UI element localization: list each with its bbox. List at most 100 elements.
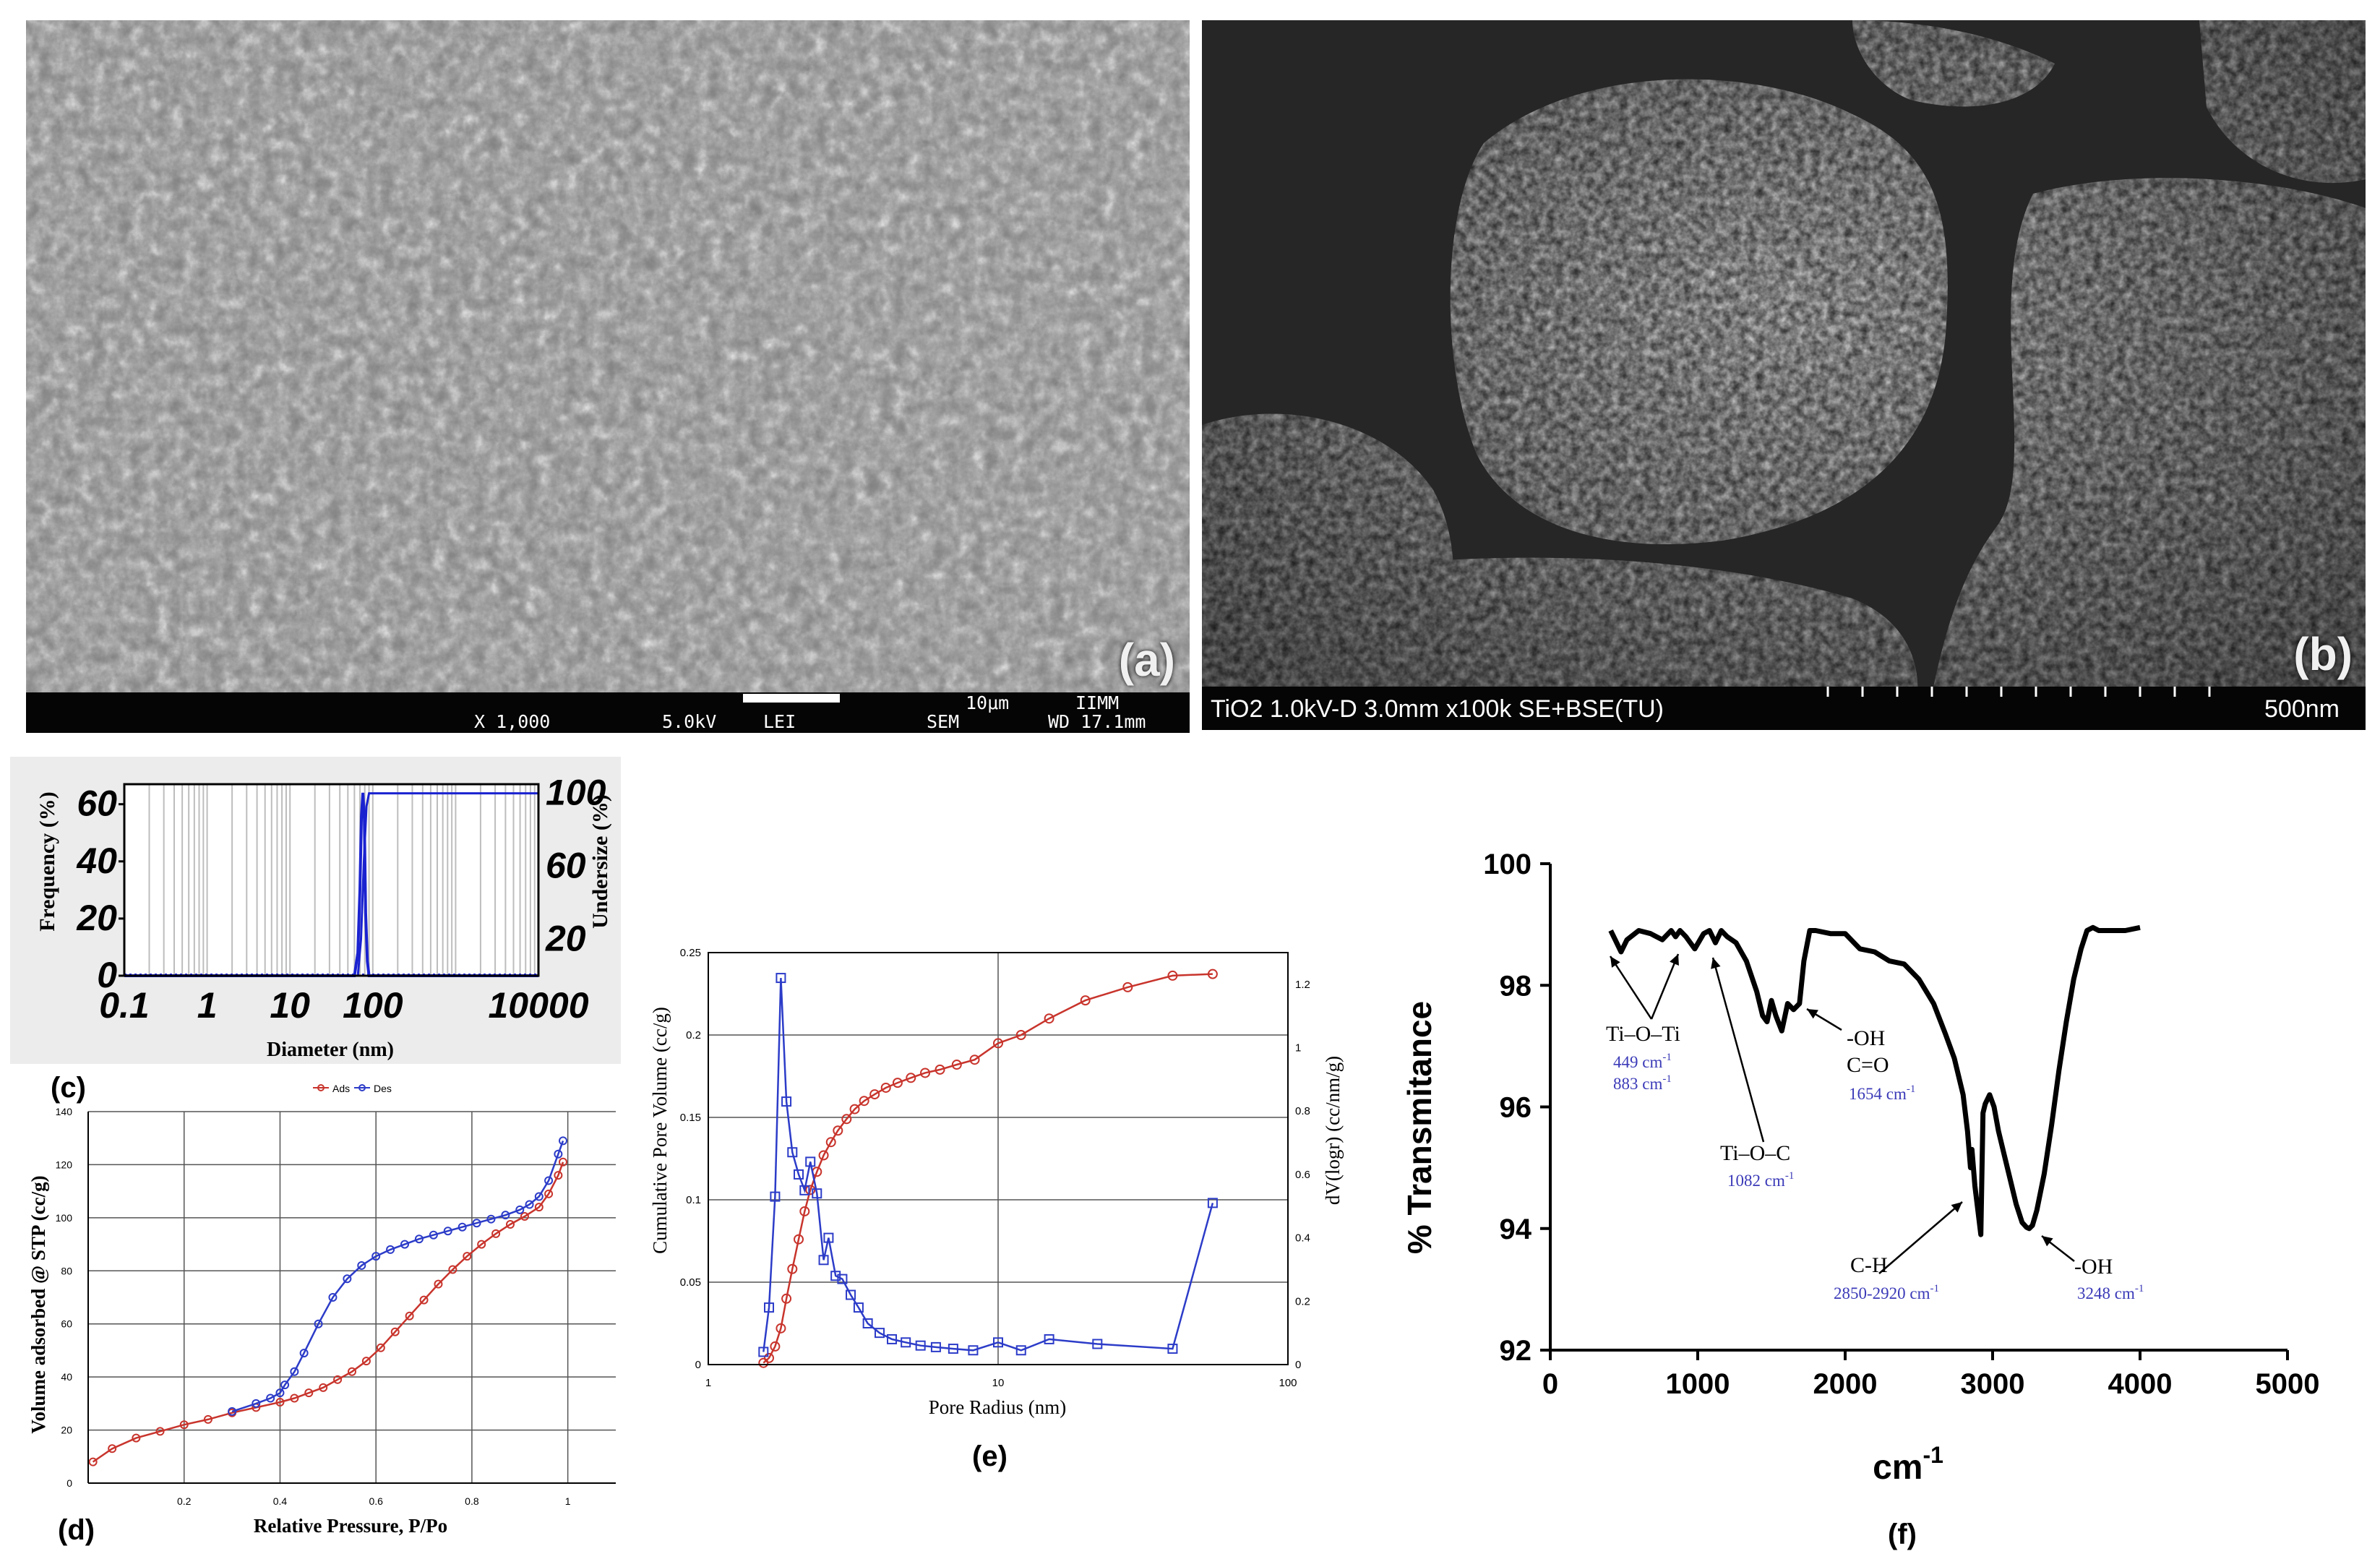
arrow-ti-o-ti-449	[1609, 955, 1653, 1020]
annot-ti-o-c: Ti–O–C	[1720, 1141, 1790, 1165]
chart-e-dvlogr-point	[915, 1340, 926, 1351]
chart-d-ads-point	[434, 1279, 443, 1289]
chart-e: 1 10 100 0 0.05 0.1 0.15 0.2 0.25 0 0.2 0.4 0.6 0.8 1 1…	[649, 947, 1344, 1418]
lab-label-a: IIMM	[1075, 692, 1120, 713]
chart-d-ads-point	[559, 1157, 567, 1167]
chart-c-axes	[123, 783, 540, 977]
chart-f-x-tick: 4000	[2108, 1368, 2173, 1400]
chart-e-cumulative-point	[818, 1150, 829, 1161]
chart-e-cumulative-point	[825, 1137, 836, 1148]
chart-e-y-tick: 0.15	[680, 1112, 701, 1124]
chart-d-des-point	[525, 1200, 534, 1209]
chart-e-cumulative-point	[869, 1089, 880, 1100]
chart-d-des-point	[429, 1230, 438, 1240]
chart-d-ads-point	[390, 1327, 400, 1336]
chart-e-dvlogr-point	[794, 1169, 804, 1180]
detector-a: LEI	[763, 711, 796, 732]
chart-f-xlabel: cm-1	[1873, 1442, 1943, 1487]
chart-e-y2-tick: 1	[1295, 1042, 1301, 1055]
chart-d-ylabel: Volume adsorbed @ STP (cc/g)	[27, 1175, 49, 1433]
chart-d-des-point	[414, 1234, 424, 1244]
chart-d-des-point	[554, 1149, 563, 1159]
chart-e-dvlogr-point	[930, 1341, 941, 1352]
chart-e-cumulative-point	[969, 1055, 980, 1065]
chart-d-y-tick: 140	[56, 1106, 73, 1117]
sem-a-info-bar: 10μm IIMM X 1,000 5.0kV LEI SEM WD 17.1m…	[26, 692, 1190, 733]
chart-e-dvlogr-point	[968, 1345, 979, 1356]
chart-d-ads-point	[155, 1427, 165, 1436]
arrow-ch	[1878, 1201, 1963, 1274]
legend-ads: Ads	[332, 1083, 350, 1094]
panel-label-d: (d)	[58, 1514, 95, 1546]
chart-d-des-point	[357, 1260, 366, 1270]
chart-d-x-tick: 0.8	[465, 1495, 479, 1507]
arrow-ch-head	[1951, 1202, 1962, 1213]
chart-e-y2-tick: 0.4	[1295, 1232, 1310, 1245]
chart-e-x-tick: 1	[705, 1377, 711, 1389]
legend-des: Des	[374, 1083, 392, 1094]
chart-d-des-point	[252, 1399, 261, 1408]
sem-b-texture	[1202, 20, 2366, 730]
chart-e-dvlogr-point	[812, 1188, 822, 1199]
chart-f-annotations: Ti–O–Ti 449 cm-1 883 cm-1 Ti–O–C 1082 cm-1 -O…	[1606, 953, 2144, 1302]
chart-d-ads-point	[275, 1398, 285, 1407]
chart-d-ads-point	[376, 1343, 385, 1352]
chart-d-xlabel: Relative Pressure, P/Po	[254, 1515, 447, 1537]
arrow-ti-o-ti-449-head	[1610, 956, 1620, 968]
chart-e-y2label: dV(logr) (cc/nm/g)	[1322, 1056, 1344, 1205]
chart-f-y-tick: 98	[1500, 970, 1532, 1002]
annot-co: C=O	[1847, 1053, 1889, 1077]
chart-d-des-point	[457, 1222, 467, 1232]
chart-e-y-tick: 0	[695, 1359, 701, 1371]
chart-c-frame	[123, 783, 540, 977]
chart-d-series-ads-line	[92, 1161, 564, 1463]
chart-d-legend: Ads Des	[313, 1083, 392, 1094]
chart-e-dvlogr-point	[1044, 1333, 1054, 1344]
chart-d-des-point	[501, 1211, 510, 1220]
chart-e-dvlogr-point	[1015, 1345, 1026, 1356]
chart-d-ads-point	[477, 1240, 486, 1249]
svg-text:cm-1: cm-1	[1873, 1442, 1943, 1487]
arrow-oh-co-head	[1807, 1009, 1818, 1019]
chart-d-x-tick: 0.2	[177, 1495, 192, 1507]
chart-e-cumulative-point	[1122, 982, 1133, 992]
chart-f: 0 1000 2000 3000 4000 5000 92 94 96 98 100 cm-1 % …	[1401, 849, 2319, 1487]
sem-a-texture	[26, 20, 1190, 733]
chart-e-cumulative-line	[762, 973, 1213, 1364]
arrow-oh-3248-head	[2042, 1236, 2053, 1247]
panel-letter-b: (b)	[2293, 628, 2353, 680]
chart-e-cumulative-point	[859, 1096, 869, 1107]
chart-e-cumulative-point	[776, 1323, 786, 1333]
chart-e-cumulative-point	[892, 1078, 903, 1088]
chart-c-y2-tick: 60	[546, 846, 586, 886]
chart-e-dvlogr-point	[993, 1337, 1003, 1348]
chart-e-y2-tick: 0	[1295, 1359, 1301, 1371]
chart-e-cumulative-point	[906, 1073, 916, 1083]
chart-f-y-tick: 100	[1483, 849, 1531, 880]
chart-e-dvlogr-point	[1167, 1344, 1178, 1354]
chart-c-ylabel: Frequency (%)	[35, 791, 59, 932]
chart-d-ads-point	[419, 1295, 429, 1305]
chart-e-dvlogr-point	[887, 1333, 898, 1344]
chart-e-cumulative-point	[799, 1206, 810, 1216]
chart-e-dvlogr-point	[901, 1337, 911, 1348]
chart-c-y-tick: 0	[97, 955, 117, 995]
chart-e-dvlogr-point	[805, 1156, 816, 1167]
chart-f-x-tick: 5000	[2256, 1368, 2320, 1400]
chart-e-y-tick: 0.2	[686, 1029, 701, 1042]
chart-d-ads-point	[88, 1457, 98, 1466]
chart-e-ylabel: Cumulative Pore Volume (cc/g)	[649, 1007, 671, 1254]
annot-ti-o-ti-883: 883 cm-1	[1613, 1073, 1672, 1093]
chart-d-ads-point	[319, 1383, 328, 1392]
chart-d-y-tick: 120	[56, 1159, 73, 1170]
chart-e-y2-tick: 1.2	[1295, 979, 1310, 991]
chart-e-y-tick: 0.05	[680, 1276, 701, 1289]
chart-e-x-tick: 10	[992, 1377, 1005, 1389]
chart-d-des-point	[486, 1214, 496, 1224]
scale-ticks-b	[1826, 687, 2211, 697]
sem-image-b: (b) TiO2 1.0kV-D 3.0mm x100k SE+BSE(TU) …	[1202, 20, 2366, 730]
chart-f-y-tick: 92	[1500, 1335, 1532, 1367]
chart-e-dvlogr-point	[818, 1255, 829, 1266]
chart-e-cumulative-point	[805, 1185, 816, 1195]
chart-d-ads-point	[132, 1433, 141, 1443]
